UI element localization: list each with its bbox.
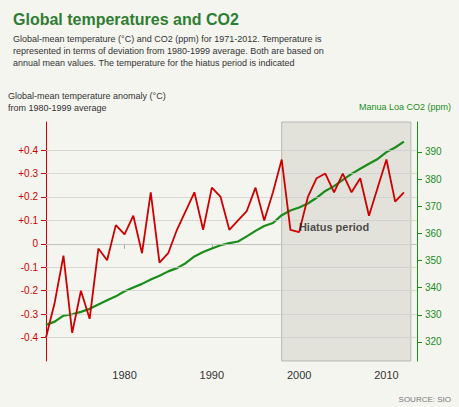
- svg-text:-0.2: -0.2: [21, 285, 39, 296]
- svg-text:1990: 1990: [200, 369, 224, 381]
- svg-text:330: 330: [425, 309, 442, 320]
- svg-text:-0.4: -0.4: [21, 332, 39, 343]
- svg-text:2010: 2010: [374, 369, 398, 381]
- svg-text:0: 0: [32, 238, 38, 249]
- svg-text:represented in terms of deviat: represented in terms of deviation from 1…: [13, 46, 324, 56]
- svg-text:1980: 1980: [112, 369, 136, 381]
- svg-text:+0.3: +0.3: [18, 168, 38, 179]
- svg-text:390: 390: [425, 146, 442, 157]
- svg-text:340: 340: [425, 282, 442, 293]
- svg-text:370: 370: [425, 201, 442, 212]
- svg-text:320: 320: [425, 336, 442, 347]
- svg-text:380: 380: [425, 174, 442, 185]
- svg-text:-0.3: -0.3: [21, 309, 39, 320]
- svg-text:annual mean values. The temper: annual mean values. The temperature for …: [13, 58, 295, 68]
- svg-text:Global-mean temperature (°C) a: Global-mean temperature (°C) and CO2 (pp…: [13, 34, 322, 44]
- svg-text:350: 350: [425, 255, 442, 266]
- svg-text:-0.1: -0.1: [21, 262, 39, 273]
- svg-text:360: 360: [425, 228, 442, 239]
- svg-text:SOURCE: SIO: SOURCE: SIO: [399, 395, 451, 404]
- svg-text:Manua Loa CO2 (ppm): Manua Loa CO2 (ppm): [359, 102, 451, 112]
- svg-text:+0.1: +0.1: [18, 215, 38, 226]
- svg-text:Global temperatures and CO2: Global temperatures and CO2: [13, 11, 239, 28]
- svg-text:+0.2: +0.2: [18, 191, 38, 202]
- svg-text:Global-mean temperature anomal: Global-mean temperature anomaly (°C): [8, 91, 166, 101]
- svg-text:2000: 2000: [287, 369, 311, 381]
- svg-text:+0.4: +0.4: [18, 145, 38, 156]
- svg-text:Hiatus period: Hiatus period: [299, 221, 369, 233]
- svg-text:from 1980-1999 average: from 1980-1999 average: [8, 103, 107, 113]
